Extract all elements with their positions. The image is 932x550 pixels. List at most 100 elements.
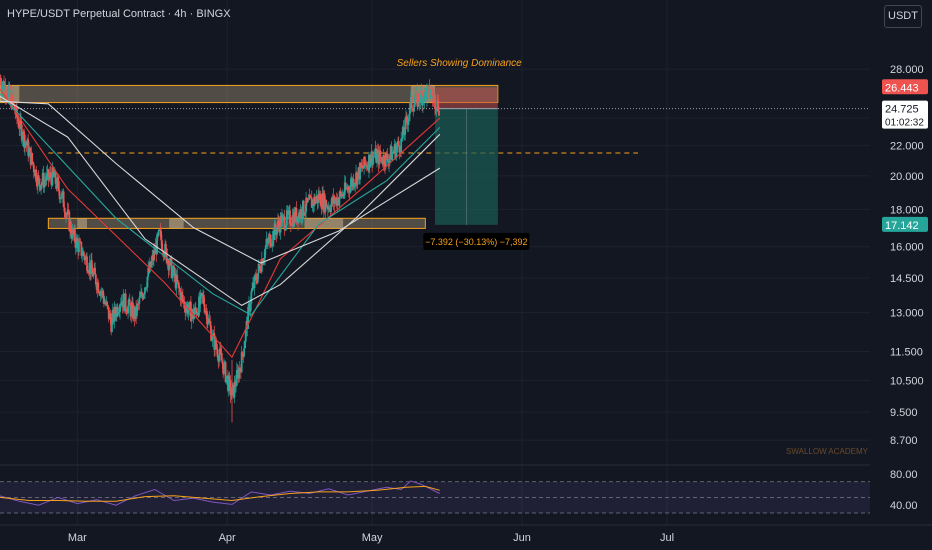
candle-body xyxy=(67,209,70,212)
candle-body xyxy=(282,215,285,217)
candle-body xyxy=(264,249,266,258)
candle-body xyxy=(402,127,405,135)
candle-body xyxy=(187,309,190,315)
candle-body xyxy=(380,157,383,163)
price-tag-0[interactable] xyxy=(882,79,928,95)
candle-body xyxy=(353,185,356,188)
candle-body xyxy=(177,282,180,289)
candle-body xyxy=(264,245,267,250)
candle-body xyxy=(61,192,63,199)
candle-body xyxy=(354,182,357,186)
price-tag-2[interactable] xyxy=(882,216,928,232)
rsi-series-0 xyxy=(0,480,441,506)
candle-body xyxy=(404,118,407,135)
candle-body xyxy=(116,306,119,315)
candle-body xyxy=(65,213,67,218)
candle-body xyxy=(235,369,238,386)
candle-body xyxy=(47,169,50,180)
candle-body xyxy=(209,322,212,326)
candle-body xyxy=(244,328,247,342)
candle-body xyxy=(428,85,431,98)
support-zone[interactable] xyxy=(47,217,426,229)
candle-body xyxy=(253,275,256,289)
candle-body xyxy=(386,154,389,160)
candle-body xyxy=(393,151,395,153)
candle-body xyxy=(13,104,16,111)
candle-body xyxy=(430,91,433,96)
candle-body xyxy=(306,199,309,203)
candle-body xyxy=(400,138,403,153)
candle-body xyxy=(208,318,211,323)
candle-body xyxy=(277,220,280,226)
candle-body xyxy=(45,173,48,181)
candle-body xyxy=(284,229,287,230)
candle-body xyxy=(7,89,9,97)
candle-body xyxy=(194,307,197,311)
candle-body xyxy=(20,124,23,141)
y-tick-label-4: 18.000 xyxy=(890,204,924,216)
candle-body xyxy=(243,341,246,349)
candle-body xyxy=(359,163,361,180)
price-tag-1[interactable] xyxy=(882,100,928,129)
candle-body xyxy=(216,349,219,358)
candle-body xyxy=(167,260,170,271)
candle-body xyxy=(57,177,59,182)
y-tick-label-7: 13.000 xyxy=(890,308,924,320)
candle-body xyxy=(314,199,317,204)
candle-body xyxy=(107,305,109,308)
candle-body xyxy=(17,120,20,128)
candle-body xyxy=(169,258,171,266)
candle-body xyxy=(164,243,167,257)
candle-body xyxy=(82,251,85,256)
candle-body xyxy=(409,102,411,114)
candle-body xyxy=(333,195,336,204)
candle-body xyxy=(426,88,428,101)
candle-body xyxy=(168,265,171,271)
candle-body xyxy=(147,267,150,277)
candle-body xyxy=(130,305,133,317)
currency-button[interactable]: USDT xyxy=(884,5,922,28)
candle-body xyxy=(388,155,391,160)
moving-average-2 xyxy=(0,95,441,307)
candle-body xyxy=(6,96,9,98)
candle-body xyxy=(407,118,410,125)
candle-body xyxy=(35,169,38,183)
candle-body xyxy=(0,78,2,85)
candle-body xyxy=(161,240,163,250)
candle-body xyxy=(259,265,262,272)
y-tick-label-5: 16.000 xyxy=(890,242,924,254)
candle-body xyxy=(160,230,163,241)
candle-body xyxy=(413,100,416,105)
candle-body xyxy=(60,197,63,199)
stop-loss-area[interactable] xyxy=(435,87,498,109)
candle-body xyxy=(271,243,274,246)
candle-body xyxy=(201,293,204,297)
candle-body xyxy=(40,185,42,190)
candle-body xyxy=(171,270,174,278)
candle-body xyxy=(203,304,206,313)
candle-body xyxy=(81,255,84,257)
candle-body xyxy=(98,292,100,294)
candle-body xyxy=(36,175,39,187)
candle-body xyxy=(230,394,233,396)
price-tag-label-1: 24.725 xyxy=(885,104,919,116)
candle-body xyxy=(229,379,232,396)
y-tick-label-10: 9.500 xyxy=(890,407,918,419)
rsi-y-tick-label-0: 80.00 xyxy=(890,469,918,481)
candle-body xyxy=(214,338,217,348)
candle-body xyxy=(361,165,364,169)
candle-body xyxy=(257,264,260,274)
candle-body xyxy=(195,310,198,315)
candle-body xyxy=(173,266,175,277)
candle-body xyxy=(304,211,307,215)
candle-body xyxy=(43,179,46,188)
candle-body xyxy=(31,152,34,162)
y-tick-label-9: 10.500 xyxy=(890,375,924,387)
candle-body xyxy=(225,376,228,383)
candle-body xyxy=(338,198,341,205)
candle-body xyxy=(142,294,145,299)
candle-body xyxy=(63,207,66,213)
y-tick-label-8: 11.500 xyxy=(890,347,923,359)
